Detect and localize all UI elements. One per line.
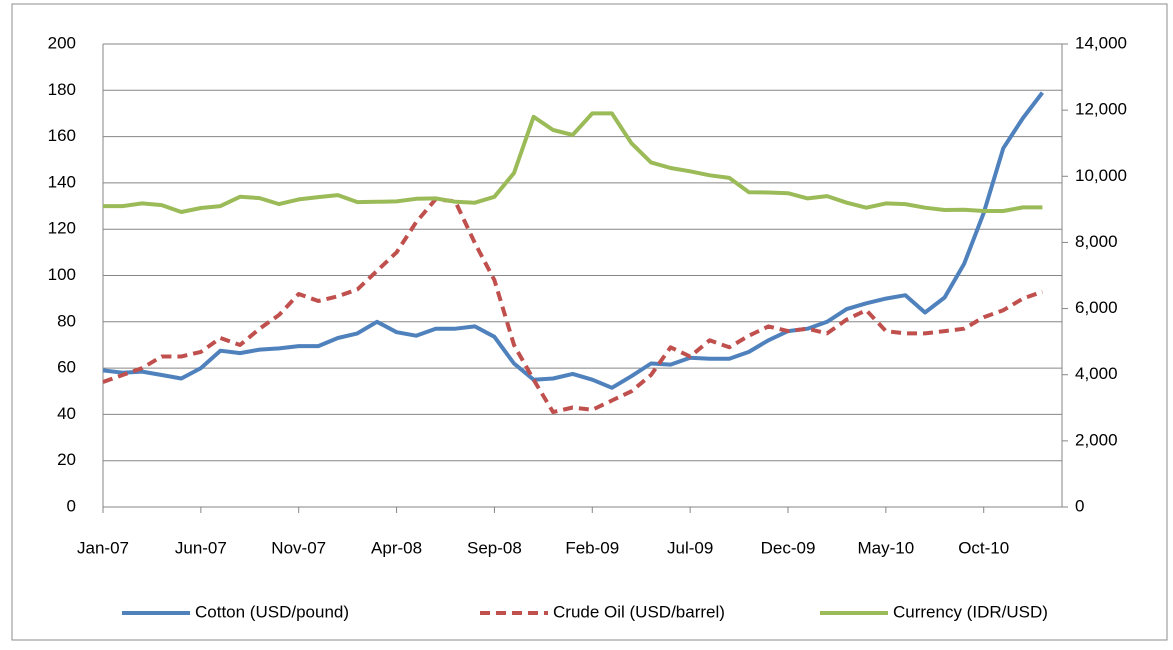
- y-tick-label: 180: [48, 80, 76, 99]
- series-line: [102, 91, 1044, 390]
- x-tick-label: Jul-09: [667, 538, 713, 557]
- series-line: [102, 197, 1044, 415]
- y2-tick-label: 6,000: [1075, 298, 1118, 317]
- y-tick-label: 100: [48, 265, 76, 284]
- x-tick-label: May-10: [858, 538, 915, 557]
- y2-tick-label: 0: [1075, 496, 1084, 515]
- x-tick-label: Jun-07: [175, 538, 227, 557]
- y-tick-label: 140: [48, 172, 76, 191]
- x-tick-label: Nov-07: [271, 538, 326, 557]
- x-tick-label: Feb-09: [565, 538, 619, 557]
- x-tick-label: Sep-08: [467, 538, 522, 557]
- x-tick-label: Oct-10: [958, 538, 1009, 557]
- y-tick-label: 40: [57, 404, 76, 423]
- y-tick-label: 0: [67, 496, 76, 515]
- legend-label: Cotton (USD/pound): [195, 602, 349, 621]
- y-tick-label: 200: [48, 33, 76, 52]
- x-tick-label: Apr-08: [371, 538, 422, 557]
- x-tick-label: Dec-09: [761, 538, 816, 557]
- legend-label: Crude Oil (USD/barrel): [553, 602, 725, 621]
- y2-tick-label: 4,000: [1075, 364, 1118, 383]
- y2-tick-label: 12,000: [1075, 100, 1127, 119]
- y-tick-label: 20: [57, 450, 76, 469]
- y-tick-label: 80: [57, 311, 76, 330]
- y-tick-label: 120: [48, 219, 76, 238]
- series-line: [103, 111, 1043, 214]
- y-tick-label: 60: [57, 358, 76, 377]
- legend-label: Currency (IDR/USD): [893, 602, 1048, 621]
- y2-tick-label: 10,000: [1075, 166, 1127, 185]
- y2-tick-label: 14,000: [1075, 33, 1127, 52]
- y2-tick-label: 2,000: [1075, 430, 1118, 449]
- y2-tick-label: 8,000: [1075, 232, 1118, 251]
- y-tick-label: 160: [48, 126, 76, 145]
- x-tick-label: Jan-07: [77, 538, 129, 557]
